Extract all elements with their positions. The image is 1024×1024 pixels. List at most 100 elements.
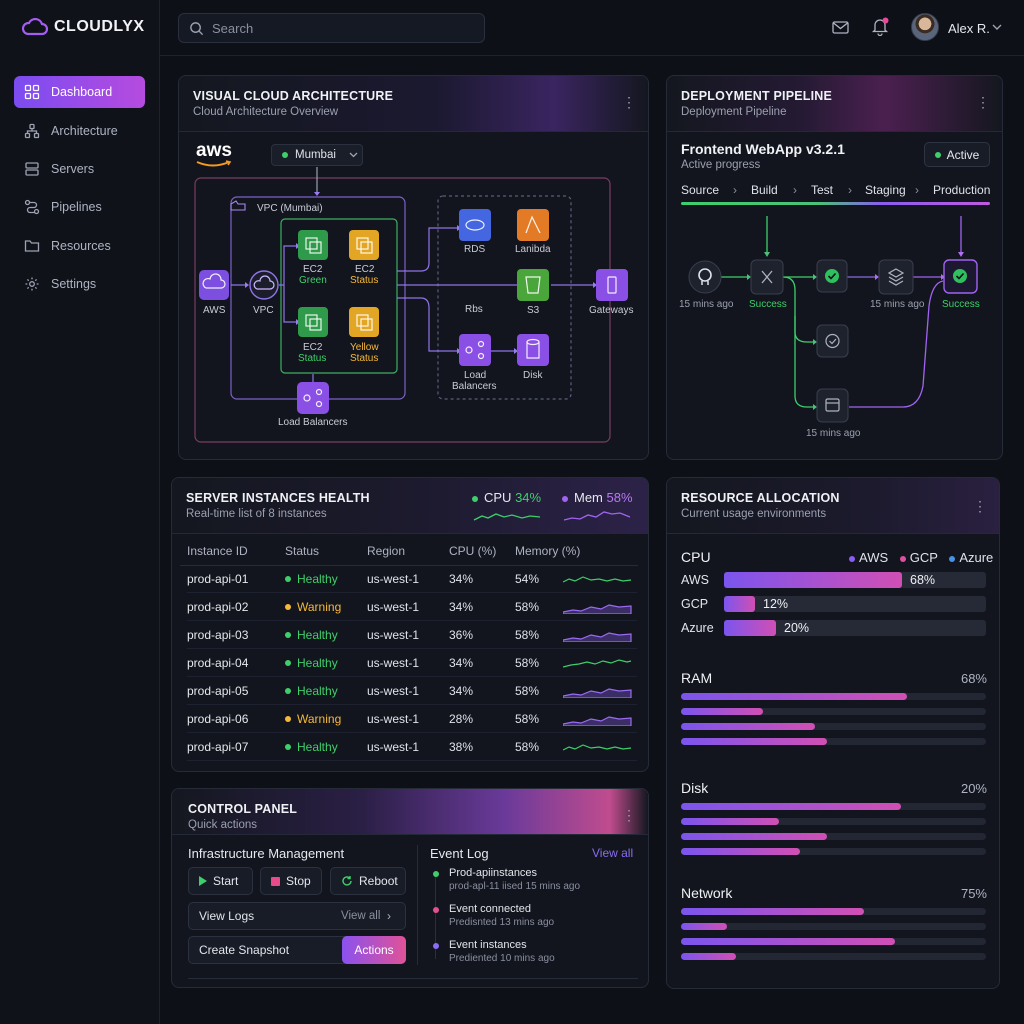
view-all-link[interactable]: View all — [341, 910, 381, 922]
row-sparkline — [563, 576, 632, 583]
column-header[interactable]: Memory (%) — [515, 544, 581, 558]
create-snapshot-label: Create Snapshot — [199, 943, 290, 957]
instance-cpu: 36% — [449, 627, 474, 642]
column-header[interactable]: Instance ID — [187, 544, 248, 558]
pipeline-card: DEPLOYMENT PIPELINE Deployment Pipeline … — [666, 75, 1003, 460]
stage-label[interactable]: Production — [933, 183, 991, 197]
event-item[interactable]: Event instances Prediented 10 mins ago — [430, 939, 640, 973]
stage-time: 15 mins ago — [679, 299, 734, 310]
stage-label[interactable]: Build — [751, 183, 778, 197]
table-row[interactable]: prod-api-01 Healthy us-west-1 34% 54% — [187, 565, 637, 593]
allocation-label: Azure — [681, 621, 714, 635]
stage-label[interactable]: Source — [681, 183, 720, 197]
table-row[interactable]: prod-api-07 Healthy us-west-1 38% 58% — [187, 733, 637, 761]
event-view-all-link[interactable]: View all — [592, 846, 634, 860]
folder-icon — [24, 240, 40, 252]
table-row[interactable]: prod-api-05 Healthy us-west-1 34% 58% — [187, 677, 637, 705]
card-header — [667, 76, 1002, 132]
button-label: Start — [213, 874, 239, 888]
play-icon — [199, 876, 207, 886]
node-label: EC2 — [355, 264, 375, 275]
node-label: RDS — [464, 244, 486, 255]
usage-bar — [681, 833, 827, 840]
sidebar-item-pipelines[interactable]: Pipelines — [14, 191, 145, 223]
resource-group-value: 68% — [960, 671, 987, 686]
instance-mem: 58% — [515, 627, 540, 642]
stage-label[interactable]: Test — [811, 183, 834, 197]
instance-id: prod-api-07 — [187, 739, 249, 754]
pipeline-progress-bar — [681, 202, 990, 205]
card-title: CONTROL PANEL — [188, 802, 298, 816]
event-dot — [433, 871, 439, 877]
sidebar-item-servers[interactable]: Servers — [14, 153, 145, 185]
view-logs-row[interactable]: View Logs View all › — [188, 902, 406, 930]
event-detail: Predisnted 13 mins ago — [449, 917, 555, 928]
search-input[interactable] — [212, 20, 462, 36]
cpu-label: CPU — [484, 490, 512, 505]
allocation-bar — [724, 572, 902, 588]
status-dot — [285, 744, 291, 751]
event-item[interactable]: Event connected Predisnted 13 mins ago — [430, 903, 640, 937]
avatar[interactable] — [911, 13, 939, 41]
instance-region: us-west-1 — [367, 655, 420, 670]
divider — [180, 565, 638, 566]
bell-icon[interactable] — [871, 17, 889, 36]
table-row[interactable]: prod-api-03 Healthy us-west-1 36% 58% — [187, 621, 637, 649]
app-logo[interactable]: CLOUDLYX — [22, 18, 145, 36]
table-row[interactable]: prod-api-02 Warning us-west-1 34% 58% — [187, 593, 637, 621]
column-header[interactable]: CPU (%) — [449, 544, 497, 558]
refresh-icon — [342, 876, 352, 886]
button-label: Stop — [286, 874, 311, 888]
stage-label[interactable]: Staging — [865, 183, 906, 197]
chevron-down-icon — [349, 152, 358, 158]
card-title: DEPLOYMENT PIPELINE — [681, 89, 833, 103]
resource-group-value: 75% — [960, 886, 987, 901]
table-body: prod-api-01 Healthy us-west-1 34% 54% prod-ap… — [187, 565, 645, 761]
mem-label: Mem — [574, 490, 603, 505]
status-dot — [285, 576, 291, 583]
reboot-button[interactable]: Reboot — [330, 867, 406, 895]
node-label: Load — [464, 370, 487, 381]
more-icon[interactable]: ⋮ — [973, 498, 987, 514]
search-box[interactable] — [178, 13, 485, 43]
usage-bar — [681, 723, 815, 730]
mail-icon[interactable] — [832, 20, 849, 35]
sidebar-item-dashboard[interactable]: Dashboard — [14, 76, 145, 108]
node-label: Rbs — [465, 304, 483, 315]
column-header[interactable]: Status — [285, 544, 320, 558]
usage-track — [681, 923, 986, 930]
row-sparkline — [563, 632, 632, 642]
instance-id: prod-api-05 — [187, 683, 249, 698]
chevron-right-icon: › — [848, 183, 852, 197]
gear-icon — [25, 277, 39, 291]
usage-track — [681, 953, 986, 960]
status-dot — [285, 632, 291, 639]
user-name[interactable]: Alex R. — [948, 21, 990, 36]
node-label: Balancers — [452, 381, 497, 392]
instance-cpu: 38% — [449, 739, 474, 754]
pipeline-app-name: Frontend WebApp v3.2.1 — [681, 141, 845, 157]
sidebar-item-resources[interactable]: Resources — [14, 230, 145, 262]
chevron-down-icon[interactable] — [992, 24, 1002, 31]
event-list: Prod-apiinstances prod-apl-11 iised 15 mi… — [430, 867, 640, 972]
instance-id: prod-api-06 — [187, 711, 249, 726]
table-row[interactable]: prod-api-06 Warning us-west-1 28% 58% — [187, 705, 637, 733]
sidebar-item-architecture[interactable]: Architecture — [14, 115, 145, 147]
section-title: Infrastructure Management — [188, 846, 345, 861]
column-header[interactable]: Region — [367, 544, 406, 558]
mem-value: 58% — [606, 490, 633, 505]
stop-button[interactable]: Stop — [260, 867, 322, 895]
more-icon[interactable]: ⋮ — [622, 807, 636, 823]
sidebar-item-label: Settings — [51, 277, 97, 291]
sidebar-item-settings[interactable]: Settings — [14, 268, 145, 300]
event-item[interactable]: Prod-apiinstances prod-apl-11 iised 15 mi… — [430, 867, 640, 901]
more-icon[interactable]: ⋮ — [976, 94, 990, 110]
instance-status: Warning — [285, 600, 341, 614]
start-button[interactable]: Start — [188, 867, 253, 895]
instance-status: Healthy — [285, 740, 338, 754]
region-select[interactable]: Mumbai — [271, 144, 363, 166]
allocation-value: 12% — [763, 597, 789, 611]
table-row[interactable]: prod-api-04 Healthy us-west-1 34% 58% — [187, 649, 637, 677]
actions-button[interactable]: Actions — [342, 936, 406, 964]
more-icon[interactable]: ⋮ — [622, 94, 636, 110]
